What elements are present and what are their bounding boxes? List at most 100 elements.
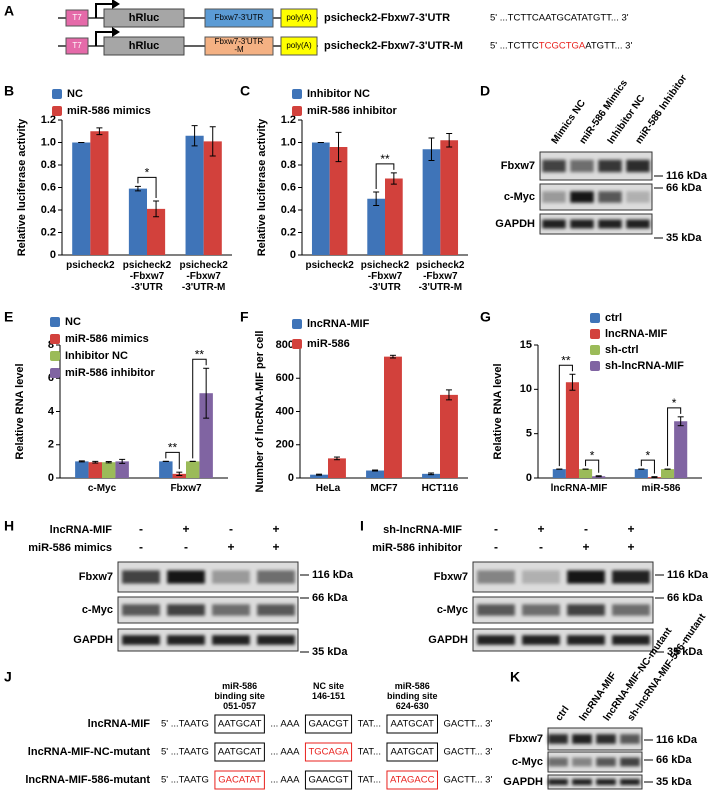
bar (440, 140, 459, 255)
bar (328, 458, 346, 478)
y-tick-label: 0.4 (281, 204, 297, 216)
site-box (304, 770, 353, 790)
x-tick-label: HCT116 (421, 483, 459, 494)
element-label: Fbxw7-3'UTR (214, 13, 264, 22)
blot-band (477, 604, 515, 616)
blot-band (572, 778, 592, 786)
y-tick-label: 15 (520, 339, 532, 351)
y-axis-label: Relative RNA level (492, 363, 504, 459)
sequence-segment: AATGCAT (390, 747, 434, 758)
bar (311, 142, 330, 255)
sequence-segment: GACATAT (218, 775, 261, 786)
x-tick-label: psicheck2 (305, 260, 354, 271)
condition-sign: - (539, 540, 543, 554)
blot-band (167, 570, 205, 584)
blot-band (167, 604, 205, 616)
sequence-segment: TAT... (358, 747, 381, 758)
sequence-segment: ... AAA (270, 747, 300, 758)
legend-swatch (590, 313, 600, 323)
panel-label: I (360, 518, 364, 534)
blot-band (596, 778, 616, 786)
condition-label: miR-586 mimics (28, 542, 112, 554)
lane-label: miR-586 Mimics (578, 78, 631, 147)
site-box (386, 714, 438, 734)
element-label: Fbxw7-3'UTR -M (214, 37, 264, 54)
legend-label: miR-586 inhibitor (65, 367, 156, 379)
legend-label: miR-586 mimics (67, 105, 151, 117)
element-box (65, 37, 89, 55)
legend-swatch (50, 317, 60, 327)
panel-label: E (4, 309, 13, 325)
panel-label: D (480, 83, 490, 99)
legend-label: sh-lncRNA-MIF (605, 360, 684, 372)
sequence-segment: GACTT... 3' (443, 719, 492, 730)
blot-band (620, 757, 640, 767)
site-box (214, 714, 265, 734)
bar (199, 393, 213, 478)
blot-band (572, 757, 592, 767)
y-tick-label: 5 (526, 428, 532, 440)
blot-band (612, 570, 650, 584)
bar (384, 356, 402, 478)
sequence-segment: AATGCAT (218, 747, 262, 758)
y-tick-label: 0.2 (281, 226, 296, 238)
x-tick-label: HeLa (315, 483, 341, 494)
blot-band (626, 219, 650, 229)
sequence-segment: 5' ...TAATG (161, 719, 209, 730)
y-tick-label: 0 (50, 249, 56, 261)
blot-band (477, 570, 515, 584)
significance-bracket (165, 451, 180, 470)
bar (422, 473, 440, 478)
legend-label: sh-ctrl (605, 344, 639, 356)
panel-label: A (4, 3, 14, 19)
blot-band (167, 635, 205, 645)
panel-label: C (240, 83, 250, 99)
y-axis-label: Relative luciferase activity (16, 118, 28, 256)
y-tick-label: 0.8 (41, 159, 56, 171)
blot-band (598, 219, 622, 229)
x-tick-label: c-Myc (87, 483, 117, 494)
blot-band (212, 635, 250, 645)
legend-swatch (292, 319, 302, 329)
bar (185, 135, 204, 255)
legend-label: NC (65, 316, 81, 328)
site-box (214, 770, 265, 790)
y-tick-label: 0 (526, 472, 532, 484)
condition-sign: + (227, 540, 234, 554)
bar (90, 131, 109, 255)
significance-label: ** (195, 347, 205, 361)
condition-label: lncRNA-MIF (50, 524, 113, 536)
x-tick-label: MCF7 (370, 483, 398, 494)
blot-band (477, 635, 515, 645)
y-tick-label: 200 (276, 439, 294, 451)
sequence-segment: GAACGT (308, 719, 348, 730)
sequence-segment: AATGCAT (390, 719, 434, 730)
x-tick-label: psicheck2 -Fbxw7 -3'UTR (360, 260, 410, 293)
blot-band (548, 757, 568, 767)
significance-label: ** (380, 152, 390, 166)
significance-label: * (646, 448, 651, 462)
bar (674, 421, 688, 478)
bar (115, 461, 129, 478)
element-box (65, 9, 89, 27)
blot-row-label: c-Myc (82, 604, 113, 616)
y-tick-label: 0 (290, 249, 296, 261)
legend-label: miR-586 mimics (65, 333, 149, 345)
significance-bracket (667, 407, 682, 467)
legend-swatch (590, 329, 600, 339)
blot-row-label: Fbxw7 (434, 571, 468, 583)
blot-band (612, 635, 650, 645)
legend-swatch (292, 89, 302, 99)
blot-band (212, 604, 250, 616)
y-tick-label: 1.0 (41, 136, 56, 148)
construct-name: psicheck2-Fbxw7-3'UTR-M (324, 40, 463, 52)
sequence-segment: TAT... (358, 719, 381, 730)
condition-sign: - (584, 522, 588, 536)
blot-band (257, 570, 295, 584)
y-tick-label: 800 (276, 339, 294, 351)
legend-swatch (292, 106, 302, 116)
condition-sign: + (582, 540, 589, 554)
legend-swatch (50, 334, 60, 344)
condition-sign: - (139, 540, 143, 554)
